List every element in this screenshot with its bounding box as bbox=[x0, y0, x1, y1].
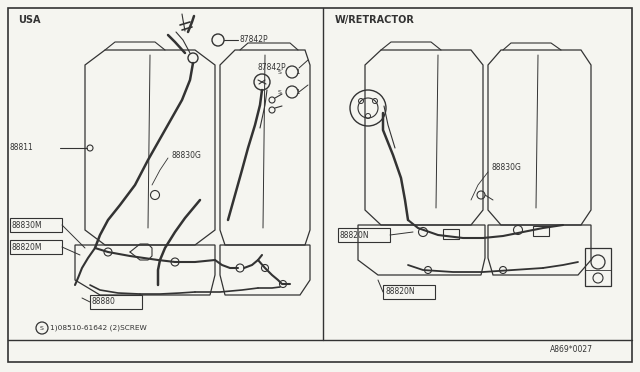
Text: 88830G: 88830G bbox=[172, 151, 202, 160]
Text: S: S bbox=[278, 70, 282, 74]
Text: 1)08510-61642 (2)SCREW: 1)08510-61642 (2)SCREW bbox=[50, 325, 147, 331]
Bar bbox=[533, 226, 549, 236]
Text: 87842P: 87842P bbox=[240, 35, 269, 45]
Text: 88820M: 88820M bbox=[12, 243, 42, 251]
Text: 88880: 88880 bbox=[92, 298, 116, 307]
Bar bbox=[90, 295, 142, 309]
Text: 87842P: 87842P bbox=[258, 64, 287, 73]
Text: A869*0027: A869*0027 bbox=[550, 346, 593, 355]
Text: 88830M: 88830M bbox=[12, 221, 43, 230]
Text: 88820N: 88820N bbox=[385, 288, 415, 296]
Text: 1: 1 bbox=[295, 89, 300, 95]
Text: 1: 1 bbox=[295, 69, 300, 75]
Text: USA: USA bbox=[18, 15, 40, 25]
Text: S: S bbox=[278, 90, 282, 94]
Text: 88820N: 88820N bbox=[340, 231, 370, 240]
Bar bbox=[443, 229, 459, 239]
Bar bbox=[585, 248, 611, 286]
Bar bbox=[338, 228, 390, 242]
Bar bbox=[10, 240, 62, 254]
Bar bbox=[383, 285, 435, 299]
Text: S: S bbox=[40, 326, 44, 330]
Text: W/RETRACTOR: W/RETRACTOR bbox=[335, 15, 415, 25]
Text: 88830G: 88830G bbox=[491, 164, 521, 173]
Bar bbox=[10, 218, 62, 232]
Text: 88811: 88811 bbox=[10, 144, 34, 153]
